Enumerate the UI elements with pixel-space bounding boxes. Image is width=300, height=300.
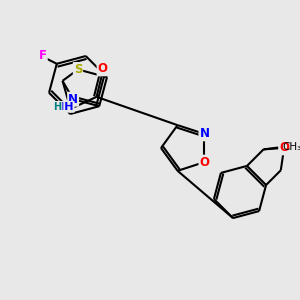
Text: NH: NH (55, 102, 74, 112)
Text: N: N (200, 128, 209, 140)
Text: F: F (39, 49, 47, 62)
Text: N: N (68, 93, 78, 106)
Text: H: H (53, 102, 62, 112)
Text: O: O (98, 62, 107, 75)
Text: S: S (74, 63, 82, 76)
Text: O: O (279, 141, 289, 154)
Text: CH₃: CH₃ (283, 142, 300, 152)
Text: O: O (200, 156, 209, 169)
